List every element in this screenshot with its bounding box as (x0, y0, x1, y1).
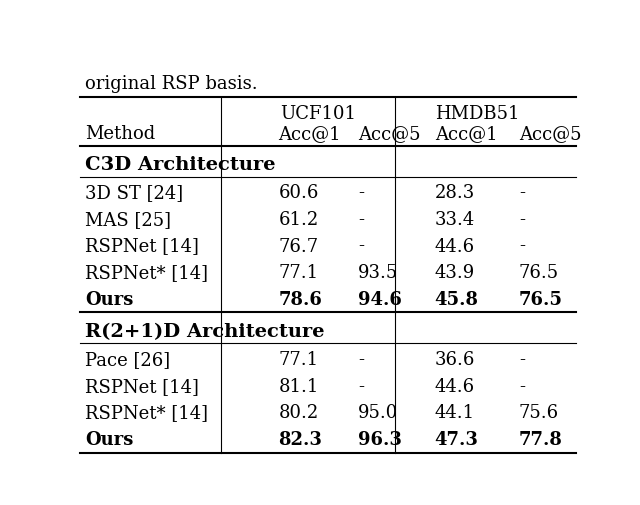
Text: 77.8: 77.8 (519, 430, 563, 448)
Text: Method: Method (85, 125, 156, 142)
Text: -: - (519, 237, 525, 255)
Text: 44.1: 44.1 (435, 403, 475, 421)
Text: 80.2: 80.2 (278, 403, 319, 421)
Text: HMDB51: HMDB51 (435, 105, 519, 122)
Text: 33.4: 33.4 (435, 211, 475, 229)
Text: 77.1: 77.1 (278, 350, 319, 368)
Text: -: - (519, 377, 525, 395)
Text: -: - (519, 350, 525, 368)
Text: Acc@5: Acc@5 (519, 125, 582, 142)
Text: RSPNet [14]: RSPNet [14] (85, 377, 199, 395)
Text: 45.8: 45.8 (435, 290, 479, 308)
Text: C3D Architecture: C3D Architecture (85, 156, 275, 174)
Text: 43.9: 43.9 (435, 264, 475, 281)
Text: 96.3: 96.3 (358, 430, 402, 448)
Text: 94.6: 94.6 (358, 290, 402, 308)
Text: 75.6: 75.6 (519, 403, 559, 421)
Text: 81.1: 81.1 (278, 377, 319, 395)
Text: R(2+1)D Architecture: R(2+1)D Architecture (85, 323, 324, 340)
Text: 76.5: 76.5 (519, 264, 559, 281)
Text: -: - (358, 237, 364, 255)
Text: Ours: Ours (85, 430, 133, 448)
Text: UCF101: UCF101 (280, 105, 356, 122)
Text: original RSP basis.: original RSP basis. (85, 75, 257, 93)
Text: 60.6: 60.6 (278, 184, 319, 202)
Text: 44.6: 44.6 (435, 377, 475, 395)
Text: RSPNet* [14]: RSPNet* [14] (85, 264, 208, 281)
Text: 76.7: 76.7 (278, 237, 319, 255)
Text: RSPNet [14]: RSPNet [14] (85, 237, 199, 255)
Text: -: - (519, 184, 525, 202)
Text: -: - (358, 350, 364, 368)
Text: 36.6: 36.6 (435, 350, 475, 368)
Text: 82.3: 82.3 (278, 430, 323, 448)
Text: -: - (358, 211, 364, 229)
Text: 3D ST [24]: 3D ST [24] (85, 184, 183, 202)
Text: 44.6: 44.6 (435, 237, 475, 255)
Text: Acc@5: Acc@5 (358, 125, 420, 142)
Text: -: - (519, 211, 525, 229)
Text: 28.3: 28.3 (435, 184, 475, 202)
Text: -: - (358, 184, 364, 202)
Text: 93.5: 93.5 (358, 264, 398, 281)
Text: -: - (358, 377, 364, 395)
Text: 77.1: 77.1 (278, 264, 319, 281)
Text: Acc@1: Acc@1 (278, 125, 341, 142)
Text: MAS [25]: MAS [25] (85, 211, 171, 229)
Text: 76.5: 76.5 (519, 290, 563, 308)
Text: Acc@1: Acc@1 (435, 125, 497, 142)
Text: 95.0: 95.0 (358, 403, 398, 421)
Text: Pace [26]: Pace [26] (85, 350, 170, 368)
Text: 47.3: 47.3 (435, 430, 479, 448)
Text: 61.2: 61.2 (278, 211, 319, 229)
Text: 78.6: 78.6 (278, 290, 323, 308)
Text: Ours: Ours (85, 290, 133, 308)
Text: RSPNet* [14]: RSPNet* [14] (85, 403, 208, 421)
